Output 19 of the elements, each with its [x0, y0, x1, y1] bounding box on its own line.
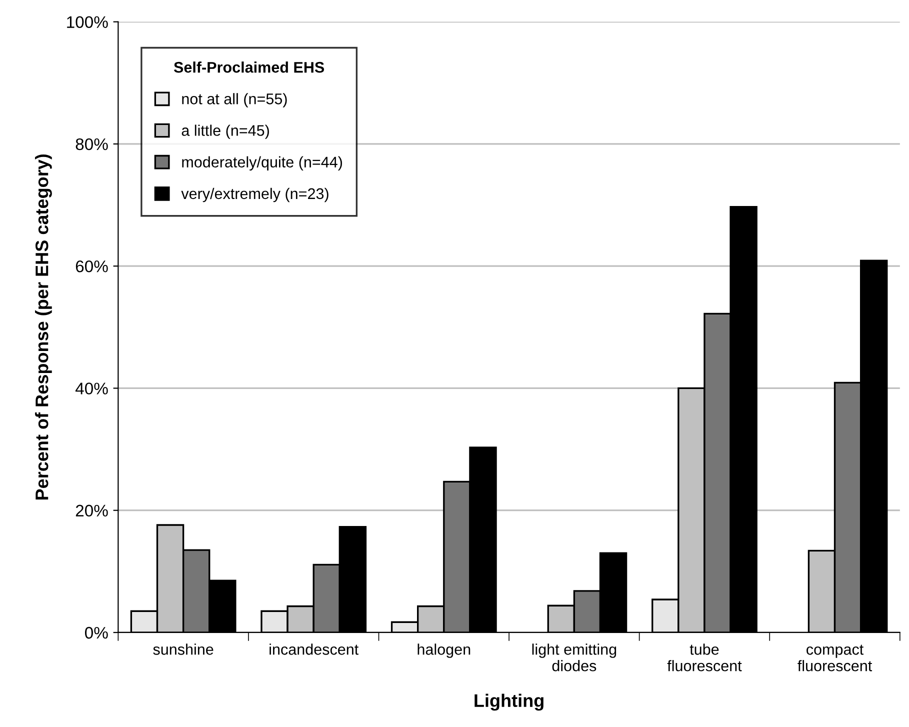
y-tick-label: 80%: [76, 138, 108, 150]
y-tick-label: 100%: [67, 16, 108, 28]
x-tick-label: incandescent: [270, 644, 359, 655]
y-tick-label: 60%: [76, 260, 108, 272]
x-tick-label: tube fluorescent: [667, 644, 742, 672]
y-tick-label: 20%: [76, 504, 108, 517]
x-tick-label: sunshine: [153, 644, 214, 655]
y-tick-label: 0%: [85, 626, 108, 639]
x-axis-title: Lighting: [474, 694, 544, 711]
x-tick-label: compact fluorescent: [798, 644, 872, 672]
legend-label: a little (n=45): [182, 124, 269, 139]
x-tick-label: light emitting diodes: [532, 644, 616, 672]
legend-label: not at all (n=55): [182, 93, 287, 108]
y-axis-title: Percent of Response (per EHS category): [35, 154, 52, 500]
legend-title: Self-Proclaimed EHS: [174, 62, 324, 73]
y-tick-label: 40%: [75, 382, 108, 394]
x-tick-label: halogen: [418, 644, 470, 658]
legend-label: moderately/quite (n=44): [182, 156, 342, 171]
legend-label: very/extremely (n=23): [181, 188, 328, 202]
